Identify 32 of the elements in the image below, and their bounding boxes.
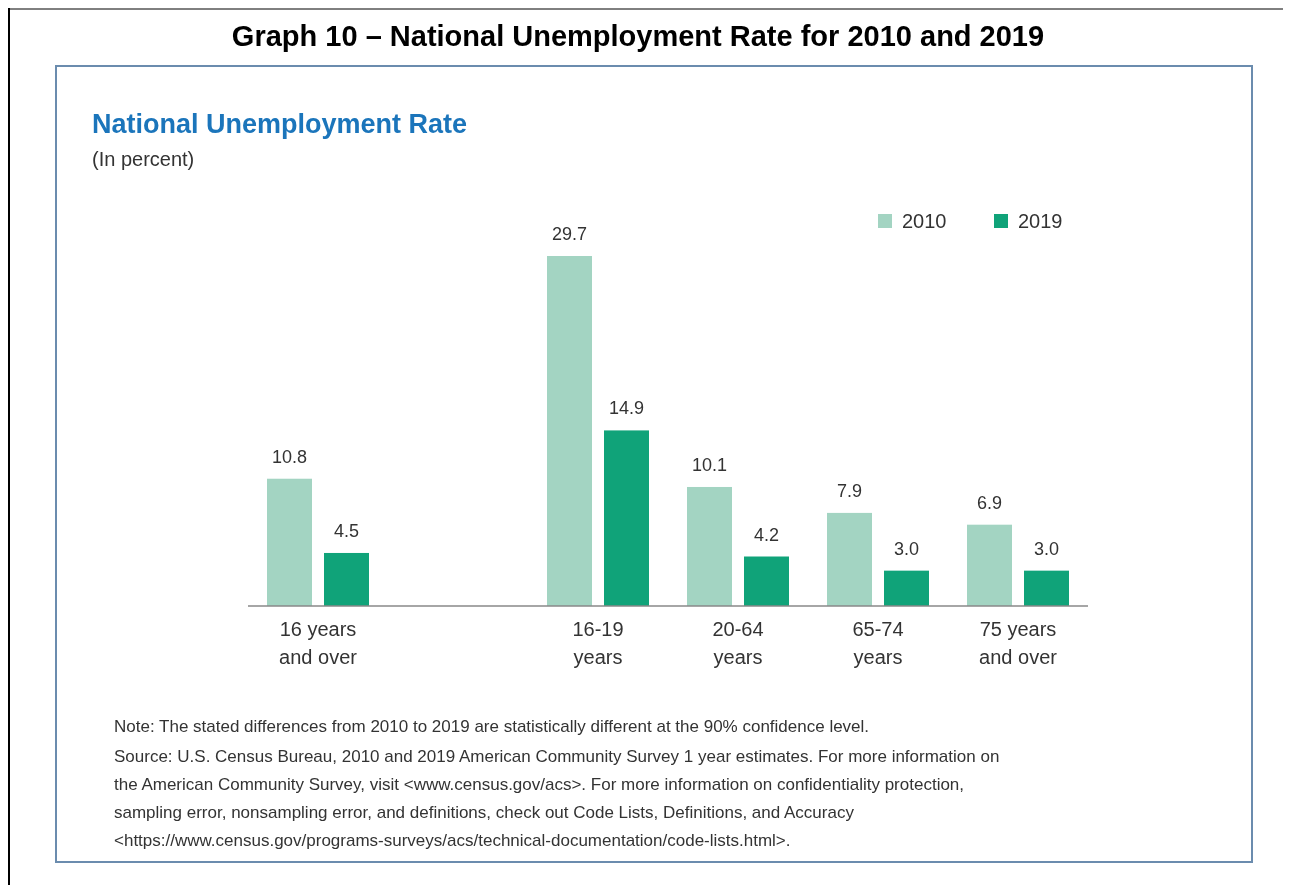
data-label: 29.7 [551,224,588,244]
bar [827,512,872,606]
data-label: 4.5 [333,520,360,541]
x-tick-label: 16-19 years [572,618,624,668]
x-tick-label: 20-64 years [712,618,764,668]
data-label: 4.2 [753,524,780,545]
bar [267,478,312,606]
data-label: 6.9 [976,492,1003,513]
x-tick-label: 16 years and over [279,618,358,668]
bar [604,430,649,606]
legend-label: 2010 [902,210,947,232]
bar [1024,570,1069,606]
bar [967,524,1012,606]
data-label: 7.9 [836,480,863,501]
data-label: 14.9 [608,398,645,419]
bar [547,256,592,606]
bar [744,556,789,606]
data-label: 3.0 [893,538,920,559]
data-label: 10.8 [271,446,308,467]
x-tick-label: 65-74 years [852,618,904,668]
legend-label: 2019 [1018,210,1063,232]
bar [884,570,929,606]
chart-subtitle: National Unemployment Rate [92,109,468,139]
source-note: Source: U.S. Census Bureau, 2010 and 2019 American Community Survey 1 year estimates. For more information on the American Community Survey, visit <www.census.gov/acs>. For more information on confidentiality protection, sampling error, nonsampling error, and definitions, check out Code Lists, Definitions, and Accuracy <https://www.census.gov/programs-surveys/acs/technical-documentation/code-lists.html>. [114,747,1000,850]
text: Note: The stated differences from 2010 to 2019 are statistically different at the 90% confidence level. [114,717,870,736]
bar [324,552,369,606]
data-label: 10.1 [691,454,728,475]
text: (In percent) [92,148,195,170]
chart-title: Graph 10 – National Unemployment Rate for 2010 and 2019 [231,20,1045,52]
data-label: 3.0 [1033,538,1060,559]
bar [687,486,732,606]
x-tick-label: 75 years and over [979,618,1058,668]
